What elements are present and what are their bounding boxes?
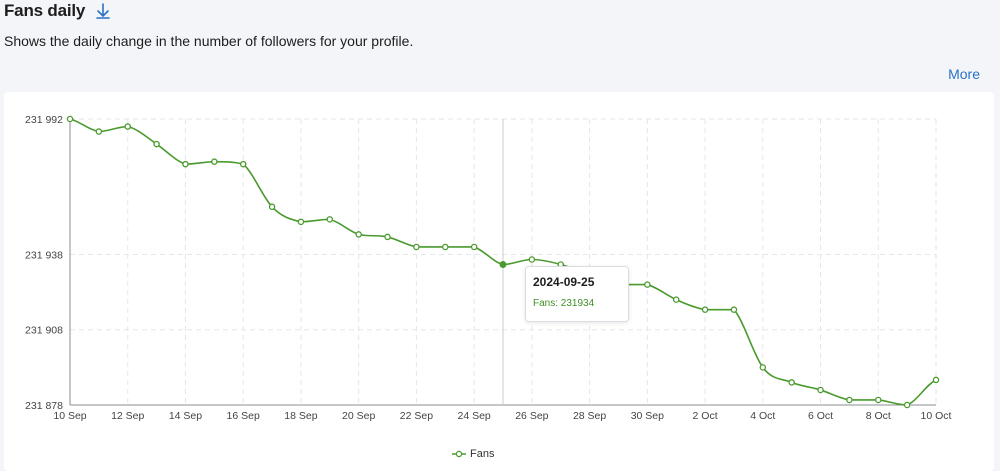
data-point[interactable] (730, 306, 738, 313)
x-tick-label: 12 Sep (111, 410, 144, 422)
data-point[interactable] (326, 216, 334, 223)
tooltip-series-label: Fans (533, 298, 556, 309)
y-tick-label: 231 908 (25, 325, 63, 337)
x-tick-label: 4 Oct (750, 410, 775, 422)
x-tick-label: 26 Sep (515, 410, 548, 422)
data-point[interactable] (66, 115, 74, 123)
x-tick-label: 10 Sep (53, 410, 86, 422)
legend-label: Fans (470, 448, 495, 460)
x-axis: 10 Sep 12 Sep 14 Sep 16 Sep 18 Sep 20 Sep 22 S… (53, 404, 952, 422)
data-point[interactable] (95, 128, 103, 135)
x-tick-label: 10 Oct (921, 410, 952, 422)
y-tick-label: 231 992 (25, 114, 63, 126)
data-point[interactable] (297, 218, 305, 226)
data-point[interactable] (903, 401, 911, 409)
data-point[interactable] (644, 281, 651, 288)
legend-marker-icon (452, 450, 466, 458)
data-point[interactable] (788, 379, 795, 386)
chart-card (4, 92, 994, 471)
data-point[interactable] (470, 243, 478, 251)
data-point[interactable] (182, 160, 189, 168)
data-point[interactable] (211, 158, 218, 165)
x-tick-label: 22 Sep (400, 410, 433, 422)
data-point[interactable] (817, 386, 824, 394)
data-point[interactable] (672, 296, 680, 303)
data-point[interactable] (932, 376, 940, 384)
data-point[interactable] (701, 306, 709, 313)
download-icon[interactable] (95, 3, 111, 19)
data-point[interactable] (875, 396, 882, 404)
data-point[interactable] (153, 140, 160, 148)
tooltip-date: 2024-09-25 (533, 275, 595, 289)
x-tick-label: 28 Sep (573, 410, 606, 422)
data-point[interactable] (268, 203, 276, 211)
chart-title: Fans daily (4, 1, 86, 20)
chart-header: Fans daily (4, 0, 111, 22)
x-tick-label: 6 Oct (808, 410, 833, 422)
x-tick-label: 16 Sep (227, 410, 260, 422)
hover-tooltip: 2024-09-25 Fans: 231934 (525, 266, 629, 322)
tooltip-value-row: Fans: 231934 (533, 298, 595, 309)
series-points (66, 115, 940, 409)
x-tick-label: 30 Sep (631, 410, 664, 422)
more-link[interactable]: More (948, 66, 980, 82)
data-point[interactable] (124, 123, 131, 130)
data-point[interactable] (846, 396, 853, 404)
legend-item-fans[interactable]: Fans (452, 448, 494, 460)
data-point[interactable] (528, 256, 536, 263)
data-point[interactable] (413, 243, 420, 251)
data-point[interactable] (239, 160, 247, 168)
x-tick-label: 24 Sep (457, 410, 490, 422)
data-point[interactable] (355, 231, 362, 238)
x-tick-label: 2 Oct (693, 410, 718, 422)
data-point[interactable] (442, 243, 449, 251)
x-tick-label: 14 Sep (169, 410, 202, 422)
chart-description: Shows the daily change in the number of … (4, 33, 414, 49)
data-point[interactable] (499, 261, 507, 268)
data-point[interactable] (759, 364, 767, 371)
y-tick-label: 231 878 (25, 400, 63, 412)
tooltip-value: 231934 (560, 298, 595, 309)
x-tick-label: 8 Oct (866, 410, 891, 422)
y-tick-label: 231 938 (25, 249, 63, 261)
data-point[interactable] (384, 233, 391, 241)
x-tick-label: 20 Sep (342, 410, 375, 422)
y-axis: 231 878 231 908 231 938 231 992 (25, 114, 71, 412)
x-tick-label: 18 Sep (284, 410, 317, 422)
